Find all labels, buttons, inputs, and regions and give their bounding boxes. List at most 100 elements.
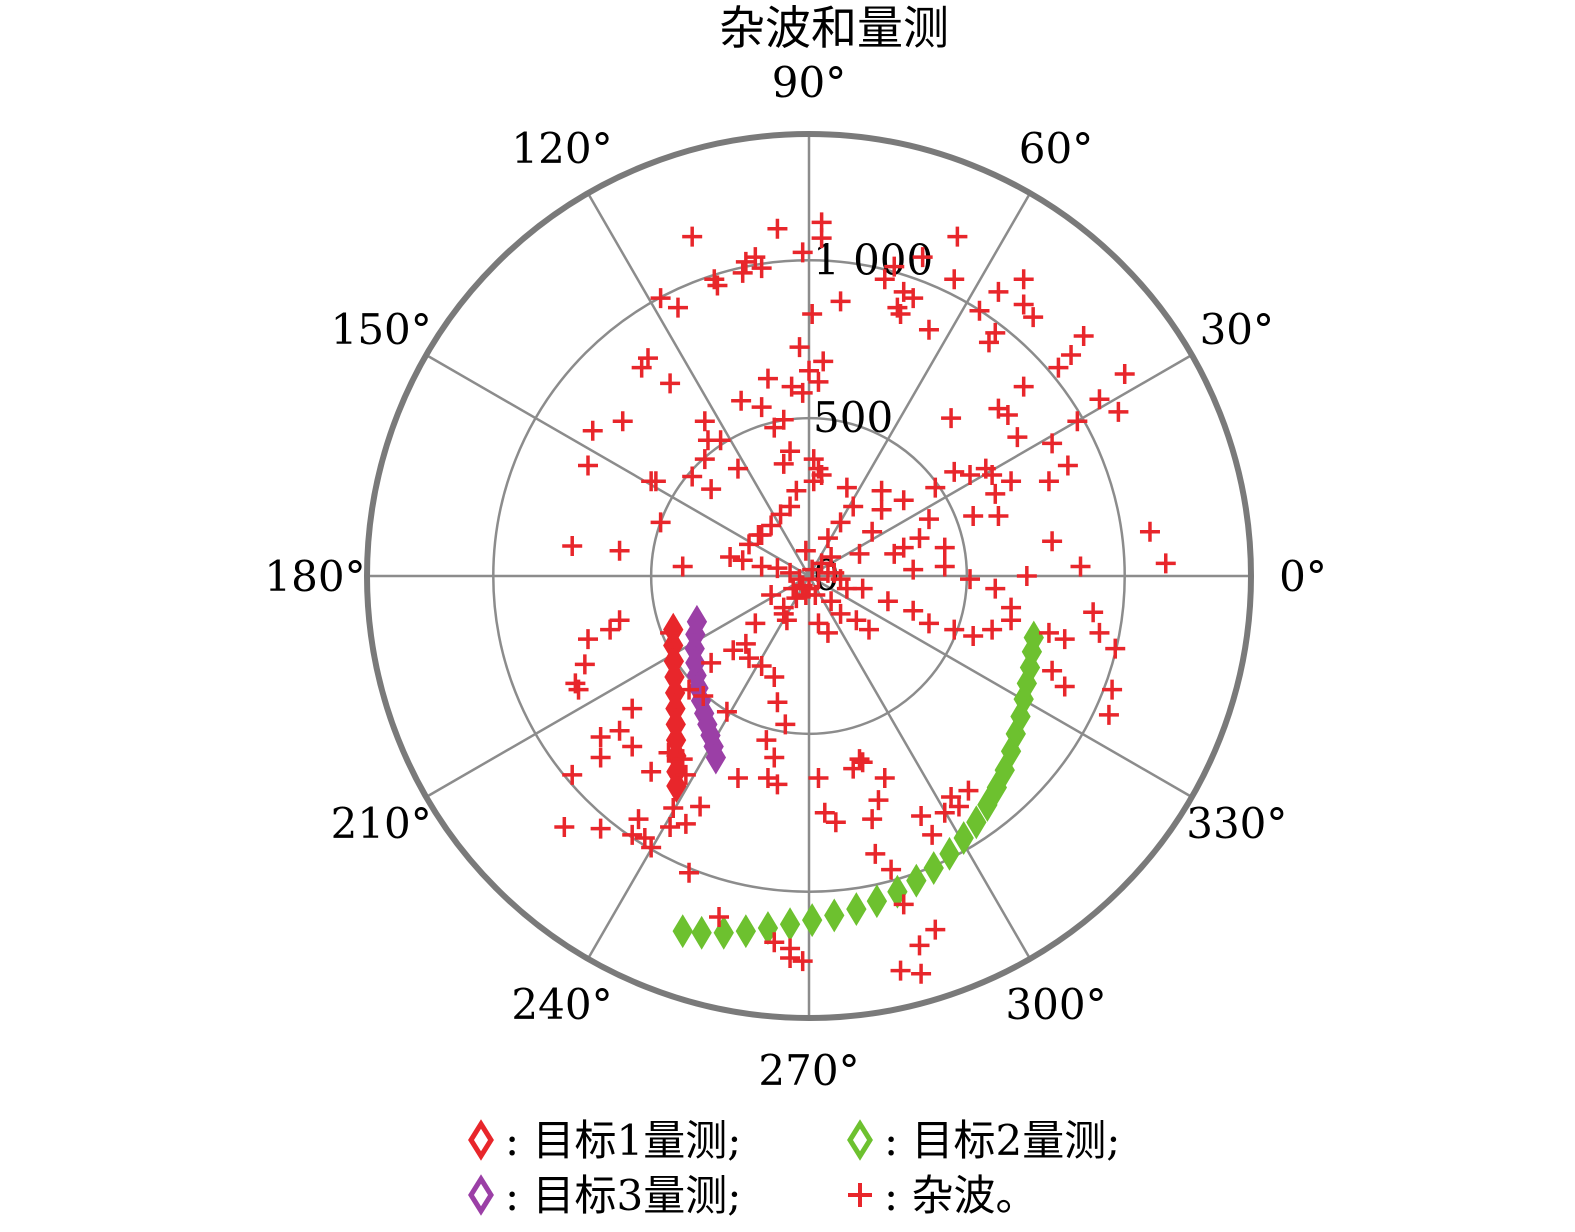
clutter-point [582, 420, 603, 441]
clutter-point [783, 578, 804, 599]
clutter-point [1023, 307, 1044, 328]
clutter-point [781, 376, 802, 397]
clutter-point [893, 894, 914, 915]
legend-diamond-marker [468, 1119, 494, 1161]
clutter-point [918, 613, 939, 634]
clutter-point [947, 226, 968, 247]
clutter-point [881, 859, 902, 880]
clutter-point [723, 640, 744, 661]
clutter-point [982, 619, 1003, 640]
clutter-point [963, 625, 984, 646]
clutter-point [1001, 471, 1022, 492]
target2-point [713, 915, 734, 950]
target2-point [1010, 699, 1031, 734]
clutter-point [701, 652, 722, 673]
angular-grid-line-11 [808, 574, 1193, 799]
clutter-point [830, 603, 851, 624]
clutter-point [761, 515, 782, 536]
clutter-point [764, 932, 785, 953]
target3-point [705, 740, 727, 775]
clutter-point [745, 247, 766, 268]
clutter-point [701, 479, 722, 500]
clutter-point [795, 540, 816, 561]
clutter-point [658, 742, 679, 763]
clutter-point [694, 449, 715, 470]
clutter-point [836, 578, 857, 599]
clutter-point [578, 629, 598, 650]
clutter-point [682, 466, 703, 487]
clutter-point [767, 692, 788, 713]
clutter-point [918, 509, 939, 530]
clutter-point [1038, 471, 1059, 492]
clutter-point [694, 411, 715, 432]
clutter-point [944, 619, 965, 640]
angular-grid-line-2 [807, 192, 1032, 577]
clutter-point [645, 471, 666, 492]
clutter-point [1102, 679, 1123, 700]
clutter-point [609, 540, 630, 561]
clutter-point [773, 597, 794, 618]
target2-point [887, 874, 908, 909]
clutter-point [675, 813, 696, 834]
legend: : 目标1量测;: 目标2量测;: 目标3量测;: 杂波。 [468, 1116, 1120, 1220]
clutter-point [1042, 660, 1063, 681]
clutter-point [739, 534, 760, 555]
clutter-point [1067, 411, 1088, 432]
target2-point [1019, 650, 1041, 685]
clutter-point [1013, 376, 1034, 397]
angle-tick-label-30: 30° [1200, 305, 1274, 354]
clutter-point [767, 558, 788, 579]
clutter-point [609, 610, 630, 631]
clutter-point [922, 824, 943, 845]
clutter-point [751, 524, 772, 545]
clutter-point [814, 802, 835, 823]
radial-tick-label-500: 500 [813, 393, 893, 442]
clutter-point [960, 569, 981, 590]
clutter-point [799, 360, 819, 381]
clutter-point [634, 828, 655, 849]
clutter-point [679, 679, 700, 700]
clutter-point [874, 269, 895, 290]
clutter-point [792, 382, 813, 403]
clutter-point [773, 409, 794, 430]
legend-item-4: : 杂波。 [848, 1171, 1038, 1220]
clutter-point [811, 228, 832, 249]
clutter-point [1083, 602, 1104, 623]
clutter-point [622, 698, 643, 719]
clutter-point [808, 569, 829, 590]
clutter-point [660, 816, 681, 837]
legend-label: : 目标3量测; [505, 1171, 741, 1220]
clutter-point [925, 919, 946, 940]
clutter-point [693, 685, 714, 706]
clutter-point [776, 610, 797, 631]
clutter-point [808, 458, 829, 479]
clutter-point [641, 761, 662, 782]
clutter-point [1001, 597, 1022, 618]
clutter-point [682, 226, 703, 247]
clutter-point [893, 537, 914, 558]
clutter-point [720, 547, 741, 568]
clutter-point [568, 679, 589, 700]
angular-grid-line-4 [586, 192, 811, 577]
clutter-point [764, 747, 785, 768]
clutter-point [830, 512, 851, 533]
clutter-point [944, 269, 965, 290]
clutter-point [808, 613, 829, 634]
clutter-point [988, 398, 1009, 419]
clutter-point [944, 461, 965, 482]
clutter-point [1089, 622, 1110, 643]
target2-point [866, 884, 888, 919]
clutter-point [918, 319, 939, 340]
clutter-point [751, 655, 772, 676]
legend-label: : 杂波。 [884, 1171, 1038, 1220]
clutter-point [609, 720, 630, 741]
clutter-point [1054, 676, 1075, 697]
target2-point [966, 805, 987, 840]
clutter-point [1155, 553, 1176, 574]
clutter-point [821, 591, 842, 612]
clutter-point [887, 297, 908, 318]
polar-grid [364, 131, 1254, 1021]
clutter-point [792, 242, 813, 263]
clutter-point [775, 714, 796, 735]
